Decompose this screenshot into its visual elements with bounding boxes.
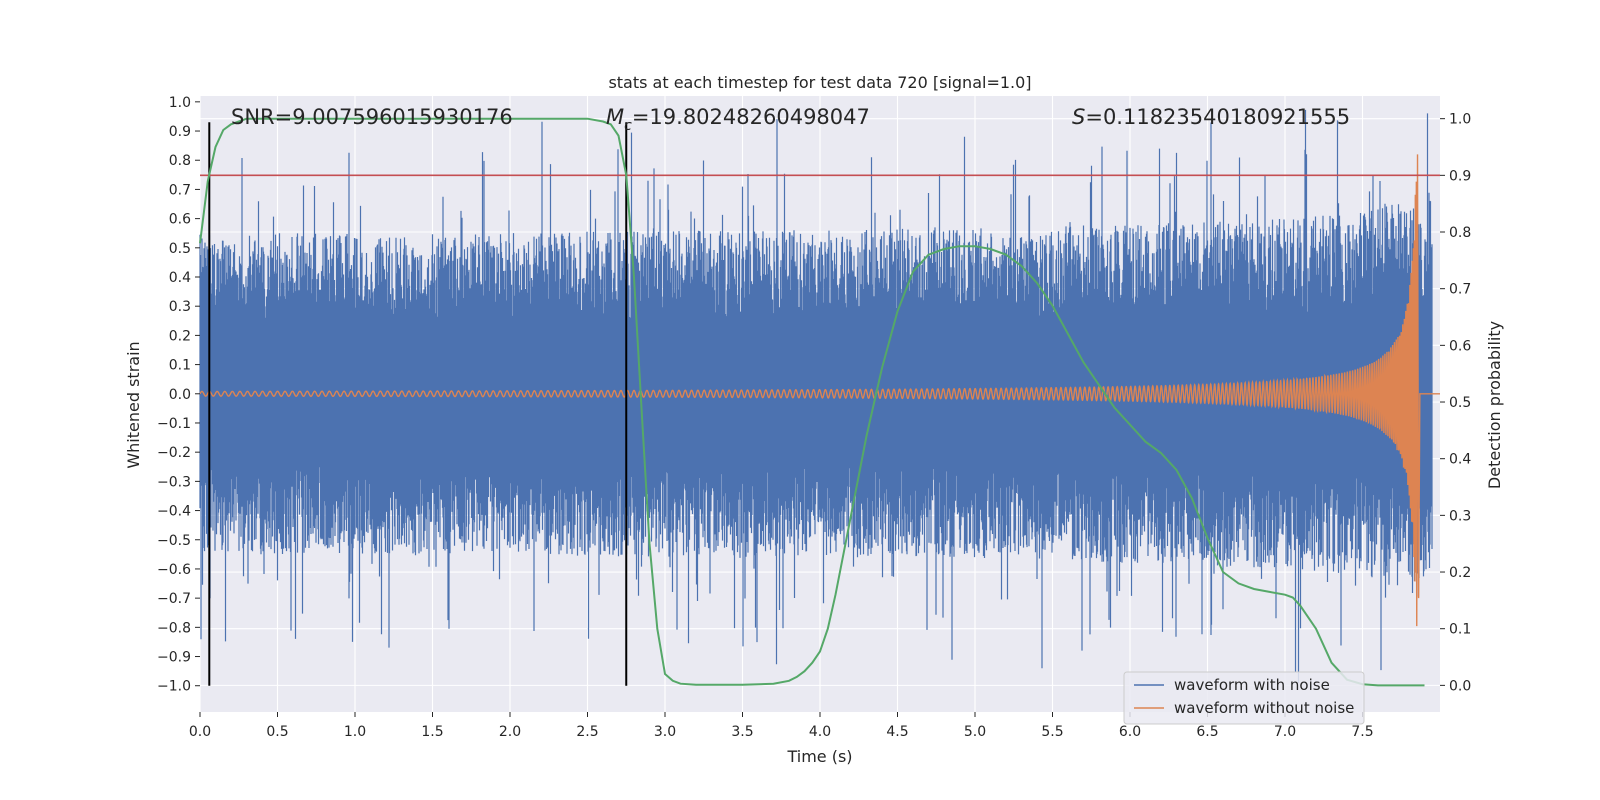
x-tick-label: 3.5 — [731, 724, 753, 740]
snr-annotation: SNR=9.007596015930176 — [231, 105, 513, 129]
chirp-mass-annotation: Mc=19.80248260498047 — [606, 105, 870, 134]
x-tick-label: 2.0 — [499, 724, 521, 740]
legend: waveform with noise waveform without noi… — [1123, 671, 1365, 725]
x-tick-label: 3.0 — [654, 724, 676, 740]
y-tick-label: −0.3 — [157, 474, 191, 490]
x-tick-label: 4.5 — [886, 724, 908, 740]
s-value: =0.11823540180921555 — [1085, 105, 1350, 129]
y-tick-label: −0.7 — [157, 591, 191, 607]
y-right-tick-label: 0.4 — [1449, 452, 1471, 468]
x-tick-label: 4.0 — [809, 724, 831, 740]
detection-probability-series — [199, 117, 1425, 687]
y-tick-label: −0.1 — [157, 416, 191, 432]
y-tick-label: 0.3 — [169, 299, 191, 315]
legend-label-clean: waveform without noise — [1174, 699, 1354, 717]
y-right-tick-label: 1.0 — [1449, 112, 1471, 128]
axis-ticks: 0.0 0.5 1.0 1.5 2.0 2.5 3.0 3.5 4.0 4.5 5.0 5.5 6.0 6… — [157, 95, 1471, 740]
x-tick-label: 6.5 — [1196, 724, 1218, 740]
chirp-mass-value: =19.80248260498047 — [632, 105, 870, 129]
x-tick-label: 0.0 — [189, 724, 211, 740]
y-tick-label: 0.1 — [169, 358, 191, 374]
waveform-without-noise-series — [199, 154, 1440, 627]
legend-box — [1123, 671, 1365, 725]
y-right-tick-label: 0.2 — [1449, 565, 1471, 581]
y-tick-label: −0.2 — [157, 445, 191, 461]
y-tick-label: −0.6 — [157, 562, 191, 578]
y-tick-label: −0.5 — [157, 533, 191, 549]
x-tick-label: 7.0 — [1274, 724, 1296, 740]
y-right-tick-label: 0.9 — [1449, 168, 1471, 184]
y-right-tick-label: 0.8 — [1449, 225, 1471, 241]
waveform-with-noise-series — [199, 109, 1433, 684]
x-tick-label: 2.5 — [576, 724, 598, 740]
y-tick-label: −1.0 — [157, 679, 191, 695]
x-tick-label: 5.5 — [1041, 724, 1063, 740]
y-tick-label: −0.4 — [157, 504, 191, 520]
x-tick-label: 1.5 — [421, 724, 443, 740]
x-tick-label: 6.0 — [1119, 724, 1141, 740]
y-axis-label-right: Detection probability — [1485, 321, 1504, 489]
y-tick-label: −0.8 — [157, 620, 191, 636]
s-annotation: S=0.11823540180921555 — [1072, 105, 1350, 129]
y-tick-label: 0.5 — [169, 241, 191, 257]
waveform-with-noise-line — [199, 109, 1433, 684]
y-tick-label: 0.0 — [169, 387, 191, 403]
s-symbol: S — [1072, 105, 1085, 129]
y-right-tick-label: 0.5 — [1449, 395, 1471, 411]
y-tick-label: 0.8 — [169, 153, 191, 169]
y-tick-label: 0.9 — [169, 124, 191, 140]
chirp-mass-symbol: M — [606, 105, 624, 129]
y-axis-label: Whitened strain — [124, 341, 143, 468]
y-tick-label: 0.2 — [169, 328, 191, 344]
x-tick-label: 1.0 — [344, 724, 366, 740]
y-right-tick-label: 0.3 — [1449, 508, 1471, 524]
y-right-tick-label: 0.0 — [1449, 678, 1471, 694]
y-right-tick-label: 0.1 — [1449, 622, 1471, 638]
y-tick-label: 1.0 — [169, 95, 191, 111]
x-tick-label: 5.0 — [964, 724, 986, 740]
vertical-markers — [208, 122, 628, 686]
legend-label-noise: waveform with noise — [1174, 676, 1330, 694]
chirp-mass-subscript: c — [624, 118, 632, 134]
y-tick-label: 0.7 — [169, 182, 191, 198]
chart-title: stats at each timestep for test data 720… — [608, 73, 1031, 92]
y-right-tick-label: 0.6 — [1449, 338, 1471, 354]
x-tick-label: 0.5 — [266, 724, 288, 740]
waveform-without-noise-line — [199, 154, 1440, 627]
detection-probability-line — [199, 117, 1425, 687]
x-axis-label: Time (s) — [786, 747, 852, 766]
y-tick-label: 0.4 — [169, 270, 191, 286]
y-tick-label: 0.6 — [169, 212, 191, 228]
y-right-tick-label: 0.7 — [1449, 282, 1471, 298]
x-tick-label: 7.5 — [1351, 724, 1373, 740]
y-tick-label: −0.9 — [157, 650, 191, 666]
